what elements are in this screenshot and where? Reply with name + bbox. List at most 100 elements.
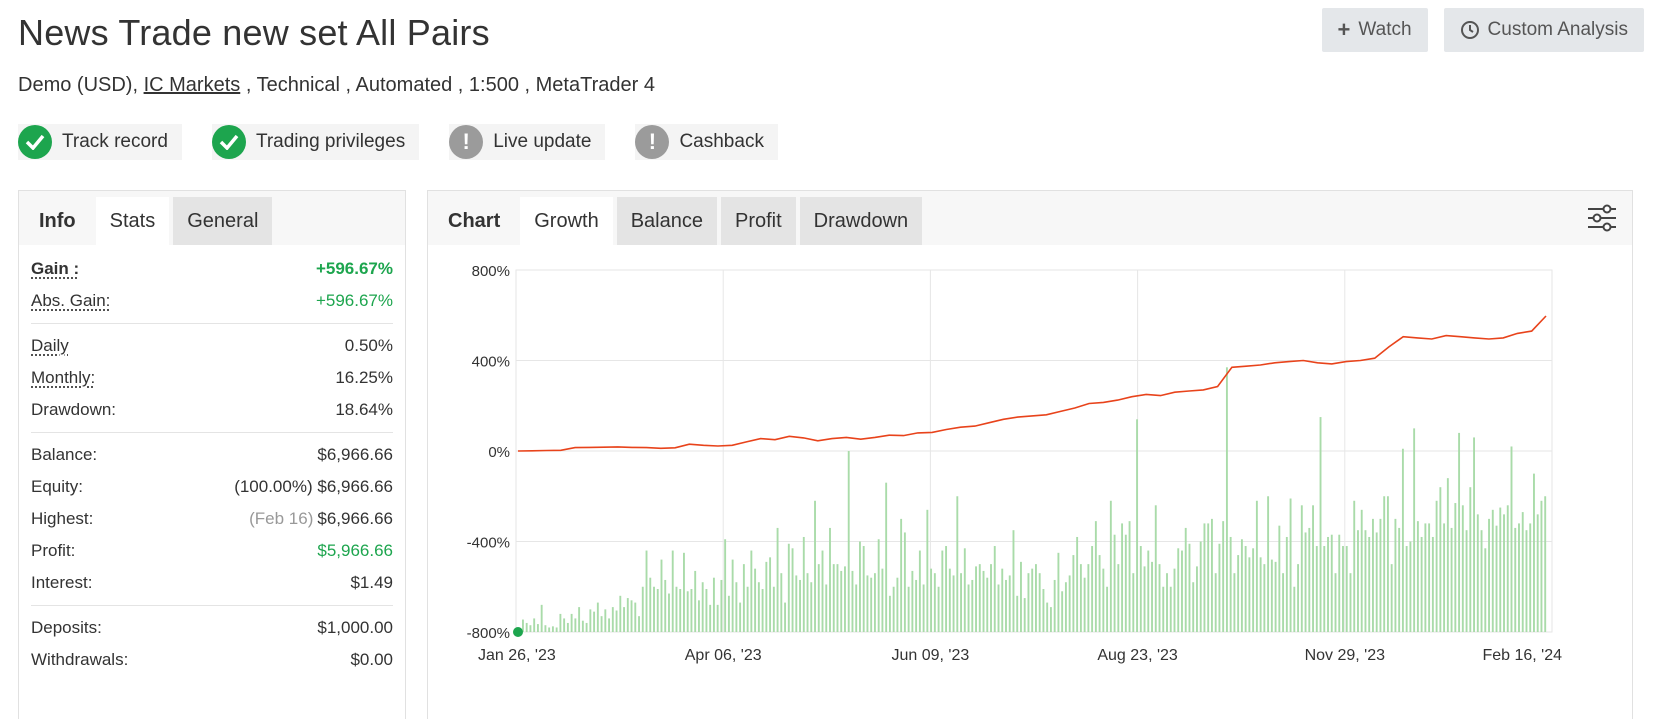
bar xyxy=(1424,523,1427,632)
stat-row-profit: Profit: $5,966.66 xyxy=(31,535,393,567)
tab-stats[interactable]: Stats xyxy=(95,197,170,245)
stat-label[interactable]: Daily xyxy=(31,336,69,355)
tab-drawdown[interactable]: Drawdown xyxy=(799,197,923,245)
bar xyxy=(1061,591,1064,632)
bar xyxy=(604,609,607,632)
bar xyxy=(1495,525,1498,632)
bar xyxy=(559,613,562,632)
bar xyxy=(581,620,584,632)
bar xyxy=(1372,518,1374,632)
tab-profit[interactable]: Profit xyxy=(720,197,796,245)
bar xyxy=(1334,573,1337,632)
badge-cashback[interactable]: ! Cashback xyxy=(635,124,778,160)
bar xyxy=(630,600,633,632)
bar xyxy=(892,586,895,632)
badge-trading-privileges[interactable]: Trading privileges xyxy=(211,124,420,160)
bar xyxy=(787,543,790,632)
bar xyxy=(1027,573,1030,632)
bar xyxy=(1210,518,1213,632)
bar xyxy=(1147,550,1150,632)
y-tick-label: -400% xyxy=(467,535,510,552)
bar xyxy=(1255,500,1258,632)
tab-growth[interactable]: Growth xyxy=(520,197,613,245)
bar xyxy=(735,582,738,632)
bar xyxy=(1398,527,1401,632)
stat-label[interactable]: Abs. Gain: xyxy=(31,291,111,310)
bar xyxy=(540,604,543,632)
badge-label: Live update xyxy=(493,131,592,152)
bar xyxy=(1035,564,1037,632)
bar xyxy=(694,570,697,632)
bar xyxy=(1330,534,1333,632)
stat-label[interactable]: Gain : xyxy=(31,259,80,278)
tab-balance[interactable]: Balance xyxy=(616,197,717,245)
bar xyxy=(1199,541,1202,632)
bar xyxy=(600,616,603,632)
bar xyxy=(1536,514,1539,632)
badge-track-record[interactable]: Track record xyxy=(18,124,182,160)
bar xyxy=(780,573,783,632)
bar xyxy=(1023,598,1026,632)
bar xyxy=(1510,446,1513,632)
badge-label: Trading privileges xyxy=(255,131,406,152)
bar xyxy=(1203,523,1206,632)
watch-button[interactable]: + Watch xyxy=(1321,8,1428,52)
bar xyxy=(1248,557,1251,632)
bar xyxy=(772,586,775,632)
bar xyxy=(1319,417,1322,632)
bar xyxy=(1409,541,1412,632)
y-tick-label: -800% xyxy=(467,625,510,642)
growth-line xyxy=(517,315,1547,452)
stat-row-abs-gain: Abs. Gain: +596.67% xyxy=(31,285,393,317)
broker-link[interactable]: IC Markets xyxy=(143,74,241,96)
bar xyxy=(986,577,989,632)
bar xyxy=(802,536,805,632)
bar xyxy=(1181,550,1183,632)
bar xyxy=(686,591,689,632)
bar xyxy=(776,527,779,632)
bar xyxy=(1525,530,1528,632)
stat-row-monthly: Monthly: 16.25% xyxy=(31,362,393,394)
bar xyxy=(1342,546,1344,632)
bar xyxy=(795,575,798,632)
verification-badges: Track record Trading privileges ! Live u… xyxy=(18,124,778,160)
bar xyxy=(533,618,536,632)
bar xyxy=(649,577,652,632)
growth-chart[interactable]: 800% 400% 0% -400% -800% Jan 26, '23 Apr 06, '… xyxy=(428,245,1634,719)
stat-label: Deposits: xyxy=(31,618,102,637)
stat-label[interactable]: Monthly: xyxy=(31,368,96,387)
bar xyxy=(757,582,760,632)
bar xyxy=(885,482,888,632)
bar xyxy=(656,589,659,632)
bar xyxy=(529,625,532,632)
equity-amount: $6,966.66 xyxy=(317,477,393,496)
tab-general[interactable]: General xyxy=(173,197,273,245)
bar xyxy=(881,568,884,632)
custom-analysis-button[interactable]: Custom Analysis xyxy=(1443,8,1644,52)
stat-row-highest: Highest: (Feb 16) $6,966.66 xyxy=(31,503,393,535)
bar xyxy=(873,573,876,632)
bar xyxy=(589,609,592,632)
bar xyxy=(1529,523,1532,632)
subtitle-suffix: , Technical , Automated , 1:500 , MetaTr… xyxy=(240,74,655,96)
bar xyxy=(933,573,936,632)
bar xyxy=(645,550,648,632)
bar xyxy=(967,584,970,632)
badge-live-update[interactable]: ! Live update xyxy=(449,124,606,160)
bar xyxy=(1031,568,1034,632)
bar xyxy=(1218,543,1221,632)
bar xyxy=(821,550,824,632)
bar xyxy=(1184,527,1187,632)
bar xyxy=(709,604,712,632)
bar xyxy=(634,602,637,632)
highest-date: (Feb 16) xyxy=(249,509,314,528)
bar xyxy=(862,546,865,632)
bar xyxy=(877,539,880,632)
sliders-icon[interactable] xyxy=(1586,203,1618,238)
bar xyxy=(1435,500,1438,632)
bar xyxy=(941,550,944,632)
stat-row-drawdown: Drawdown: 18.64% xyxy=(31,394,393,426)
y-tick-label: 0% xyxy=(488,444,510,461)
bar xyxy=(544,625,547,632)
bar xyxy=(1368,536,1371,632)
